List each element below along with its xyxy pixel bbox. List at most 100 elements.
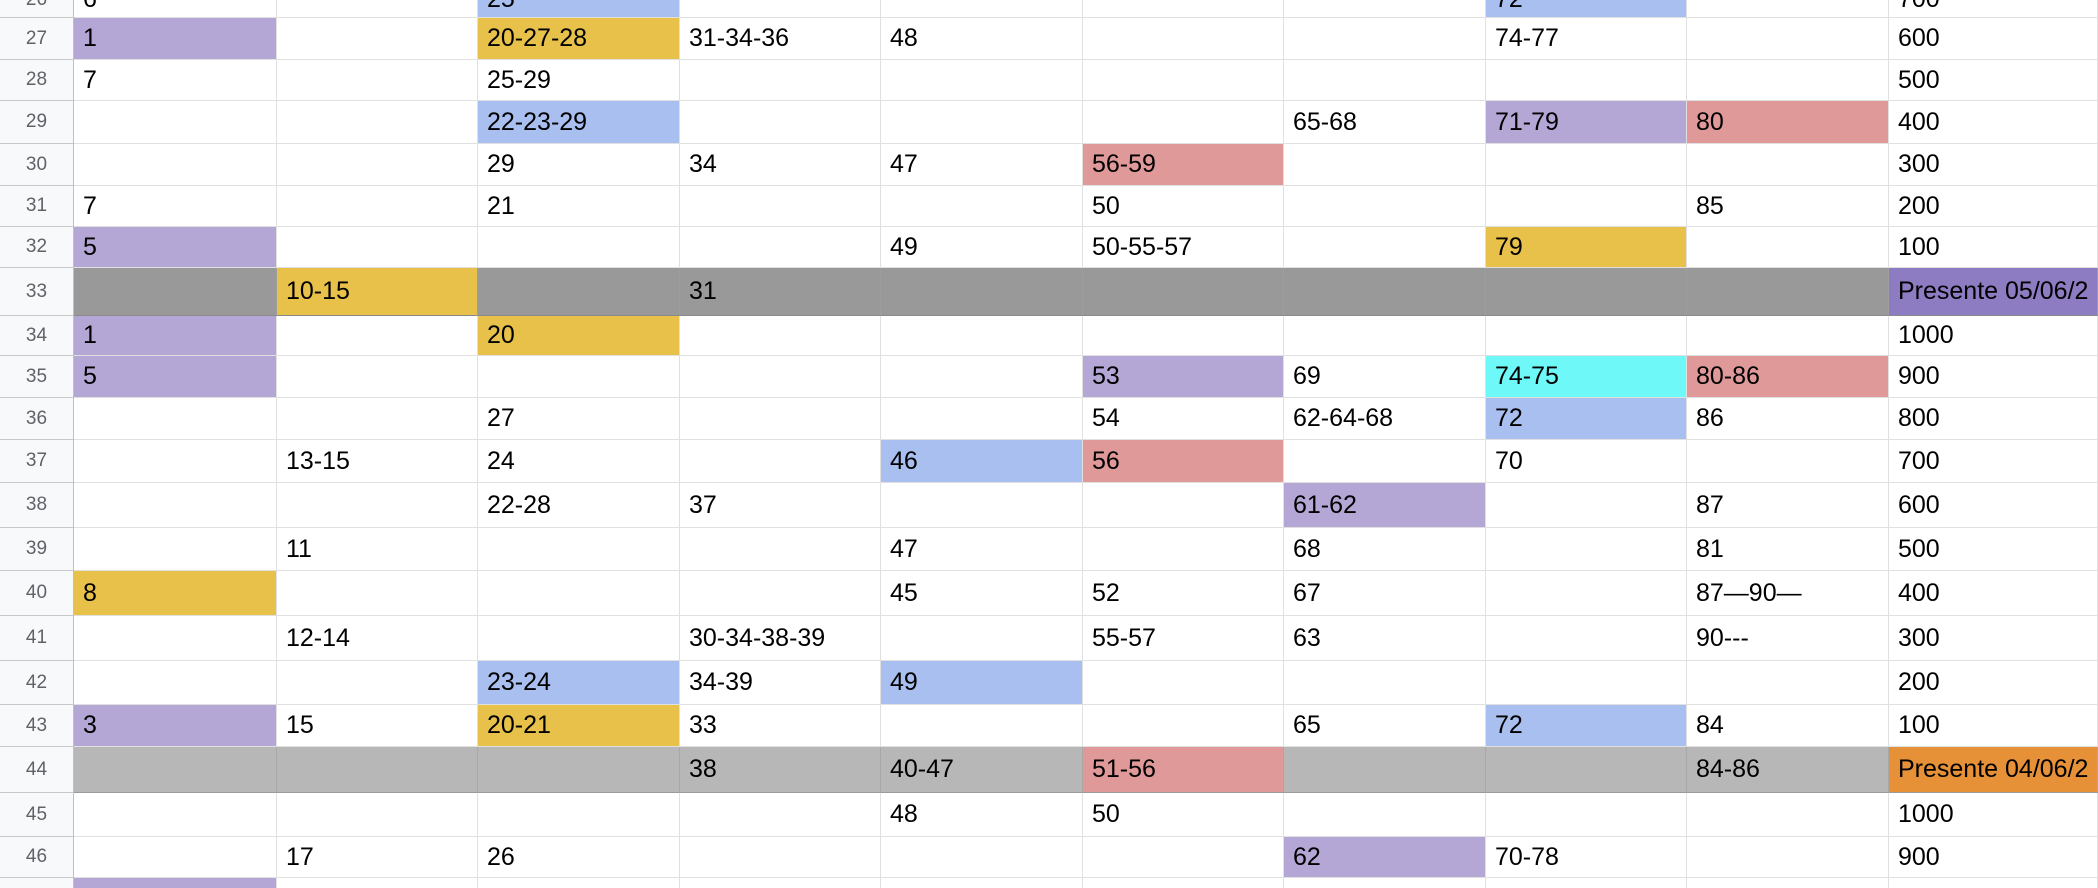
cell[interactable]: 25-29	[478, 60, 680, 101]
cell[interactable]	[74, 483, 277, 528]
cell[interactable]	[1284, 316, 1486, 356]
cell[interactable]: 34	[680, 144, 881, 186]
cell[interactable]: 37	[680, 483, 881, 528]
row-header[interactable]: 26	[0, 0, 74, 18]
cell[interactable]: 23-24	[478, 661, 680, 705]
cell[interactable]	[478, 878, 680, 888]
cell[interactable]	[881, 878, 1083, 888]
cell[interactable]	[881, 268, 1083, 316]
row-header[interactable]: 33	[0, 268, 74, 316]
cell[interactable]: 8	[74, 571, 277, 616]
cell[interactable]: 48	[881, 18, 1083, 60]
cell[interactable]: 13-15	[277, 440, 478, 483]
cell[interactable]	[277, 227, 478, 268]
cell[interactable]: 26	[478, 837, 680, 878]
cell[interactable]: 87—90—	[1687, 571, 1889, 616]
cell[interactable]	[74, 793, 277, 837]
cell[interactable]	[1486, 316, 1687, 356]
cell[interactable]	[881, 101, 1083, 144]
cell[interactable]	[1284, 747, 1486, 793]
cell[interactable]	[680, 60, 881, 101]
cell[interactable]	[1083, 60, 1284, 101]
cell[interactable]	[1284, 793, 1486, 837]
cell[interactable]	[680, 316, 881, 356]
cell[interactable]: 400	[1889, 101, 2098, 144]
cell[interactable]: 15	[277, 705, 478, 747]
cell[interactable]: 62-64-68	[1284, 398, 1486, 440]
cell[interactable]: 52	[1083, 571, 1284, 616]
cell[interactable]	[277, 60, 478, 101]
cell[interactable]: 100	[1889, 705, 2098, 747]
cell[interactable]: 80	[1687, 101, 1889, 144]
cell[interactable]	[881, 483, 1083, 528]
cell[interactable]	[1486, 616, 1687, 661]
cell[interactable]: 700	[1889, 440, 2098, 483]
cell[interactable]: 74-77	[1486, 18, 1687, 60]
cell[interactable]: 45	[881, 571, 1083, 616]
cell[interactable]: 3	[74, 705, 277, 747]
cell[interactable]: 31	[680, 268, 881, 316]
cell[interactable]	[277, 398, 478, 440]
cell[interactable]: 10-15	[277, 268, 478, 316]
cell[interactable]: 38	[680, 747, 881, 793]
row-header[interactable]: 29	[0, 101, 74, 144]
cell[interactable]: 70	[1486, 440, 1687, 483]
cell[interactable]: 500	[1889, 60, 2098, 101]
row-header[interactable]: 27	[0, 18, 74, 60]
cell[interactable]	[1486, 878, 1687, 888]
cell[interactable]: 84-86	[1687, 747, 1889, 793]
cell[interactable]	[1284, 661, 1486, 705]
cell[interactable]: 51-56	[1083, 747, 1284, 793]
cell[interactable]	[1284, 878, 1486, 888]
cell[interactable]: 25	[478, 0, 680, 18]
cell[interactable]	[74, 661, 277, 705]
cell[interactable]	[1687, 144, 1889, 186]
cell[interactable]: 400	[1889, 571, 2098, 616]
cell[interactable]: 5	[74, 227, 277, 268]
cell[interactable]	[74, 616, 277, 661]
cell[interactable]	[1083, 316, 1284, 356]
cell[interactable]	[1486, 747, 1687, 793]
cell[interactable]	[1486, 268, 1687, 316]
cell[interactable]: 600	[1889, 483, 2098, 528]
cell[interactable]	[478, 571, 680, 616]
cell[interactable]	[277, 356, 478, 398]
cell[interactable]: 80-86	[1687, 356, 1889, 398]
cell[interactable]	[1083, 0, 1284, 18]
cell[interactable]	[881, 398, 1083, 440]
cell[interactable]: 900	[1889, 356, 2098, 398]
cell[interactable]	[1083, 837, 1284, 878]
cell[interactable]: 74-75	[1486, 356, 1687, 398]
cell[interactable]	[1284, 227, 1486, 268]
cell[interactable]	[881, 186, 1083, 227]
cell[interactable]: 85	[1687, 186, 1889, 227]
cell[interactable]: 56	[1083, 440, 1284, 483]
cell[interactable]	[680, 528, 881, 571]
cell[interactable]	[1083, 878, 1284, 888]
cell[interactable]: 56-59	[1083, 144, 1284, 186]
cell[interactable]: Presente 04/06/2	[1889, 747, 2098, 793]
cell[interactable]	[74, 440, 277, 483]
cell[interactable]: 87	[1687, 483, 1889, 528]
cell[interactable]	[881, 60, 1083, 101]
cell[interactable]	[881, 316, 1083, 356]
cell[interactable]: 17	[277, 837, 478, 878]
cell[interactable]	[1284, 440, 1486, 483]
cell[interactable]	[74, 268, 277, 316]
cell[interactable]: 48	[881, 793, 1083, 837]
cell[interactable]: 47	[881, 144, 1083, 186]
cell[interactable]	[478, 747, 680, 793]
cell[interactable]: 46	[881, 440, 1083, 483]
cell[interactable]	[1486, 661, 1687, 705]
cell[interactable]	[277, 186, 478, 227]
cell[interactable]	[478, 356, 680, 398]
cell[interactable]	[1687, 0, 1889, 18]
cell[interactable]	[680, 186, 881, 227]
cell[interactable]: 7	[74, 186, 277, 227]
cell[interactable]: 12-14	[277, 616, 478, 661]
cell[interactable]: 54	[1083, 398, 1284, 440]
cell[interactable]	[1687, 18, 1889, 60]
cell[interactable]	[680, 878, 881, 888]
cell[interactable]: 72	[1486, 0, 1687, 18]
cell[interactable]	[277, 483, 478, 528]
